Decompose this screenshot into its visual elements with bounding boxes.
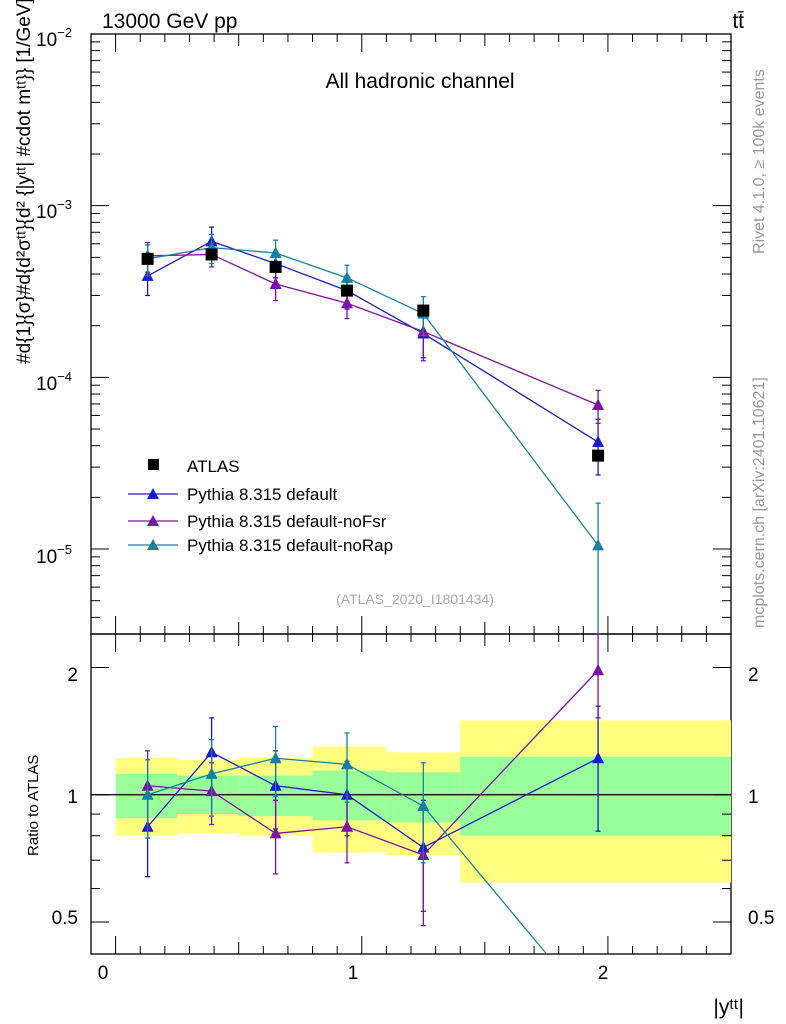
ratio-ytick-label-0.5-right: 0.5 [748, 908, 774, 929]
mcplots-label: mcplots.cern.ch [arXiv:2401.10621] [751, 377, 768, 628]
main-ytick-labels: 10−2 10−3 10−4 10−5 [36, 25, 72, 568]
series-point [341, 271, 353, 283]
ratio-point [592, 751, 605, 764]
series-line [147, 246, 599, 546]
xaxis-label: |yᵗᵗ| [713, 996, 744, 1019]
atlas-data-point [341, 284, 353, 297]
atlas-data-point [417, 304, 430, 317]
ytick-label-1e-5: 10−5 [36, 542, 72, 568]
ratio-ytick-label-1-left: 1 [67, 787, 78, 808]
ratio-ylabel: Ratio to ATLAS [25, 755, 42, 856]
ratio-point [417, 799, 430, 812]
series-line [147, 240, 599, 443]
series-point [269, 246, 282, 259]
ratio-line [147, 751, 599, 849]
series-line [147, 253, 599, 406]
axis-ticks [90, 33, 732, 954]
ratio-ytick-label-2-right: 2 [748, 665, 759, 686]
process-label: tt̄ [732, 10, 744, 33]
legend-label-norap: Pythia 8.315 default-noRap [187, 536, 393, 555]
atlas-data-point [269, 260, 282, 273]
series-point [592, 435, 605, 448]
legend-label-atlas: ATLAS [187, 457, 240, 476]
ratio-ytick-labels: 2 1 0.5 2 1 0.5 [52, 665, 775, 929]
ratio-point [341, 820, 353, 832]
plot-title: All hadronic channel [325, 70, 514, 93]
ratio-point [341, 757, 353, 770]
xtick-label-1: 1 [348, 963, 359, 984]
legend: ATLAS Pythia 8.315 default Pythia 8.315 … [128, 457, 393, 555]
ratio-series [141, 633, 605, 955]
atlas-data-point [205, 248, 218, 261]
energy-label: 13000 GeV pp [102, 10, 237, 33]
ratio-point [269, 751, 282, 764]
series-point [592, 538, 605, 551]
atlas-data-point [592, 449, 605, 462]
ytick-label-1e-3: 10−3 [36, 197, 72, 223]
ratio-line [147, 757, 548, 955]
series-point [269, 277, 282, 289]
ratio-ytick-label-1-right: 1 [748, 787, 759, 808]
legend-marker-nofsr [147, 515, 159, 526]
ratio-band-inner [460, 756, 731, 836]
xtick-label-0: 0 [98, 963, 109, 984]
xtick-labels: 0 1 2 [98, 963, 609, 984]
ratio-uncertainty-bands [91, 720, 731, 883]
main-ylabel: #d{1}{σ}#d{d²σᵗᵗ}{d² {|yᵗᵗ| #cdot mᵗᵗ}} … [14, 0, 35, 364]
ratio-line [147, 669, 599, 856]
ratio-ytick-label-2-left: 2 [67, 665, 78, 686]
ytick-label-1e-2: 10−2 [36, 25, 72, 51]
atlas-data-point [141, 252, 154, 265]
legend-label-default: Pythia 8.315 default [187, 485, 338, 504]
ratio-ytick-label-0.5-left: 0.5 [52, 908, 78, 929]
ratio-point [141, 788, 154, 800]
series-point [341, 296, 353, 309]
legend-marker-atlas [148, 459, 159, 470]
rivet-label: Rivet 4.1.0, ≥ 100k events [751, 69, 768, 254]
ratio-point [269, 826, 282, 839]
main-series [141, 226, 605, 635]
legend-marker-default [147, 488, 159, 499]
ytick-label-1e-4: 10−4 [36, 369, 72, 395]
analysis-watermark: (ATLAS_2020_I1801434) [336, 591, 494, 607]
legend-marker-norap [147, 539, 159, 550]
legend-label-nofsr: Pythia 8.315 default-noFsr [187, 512, 387, 531]
ratio-point [205, 767, 218, 779]
xtick-label-2: 2 [598, 963, 609, 984]
series-point [592, 398, 605, 411]
ratio-point [592, 663, 605, 676]
